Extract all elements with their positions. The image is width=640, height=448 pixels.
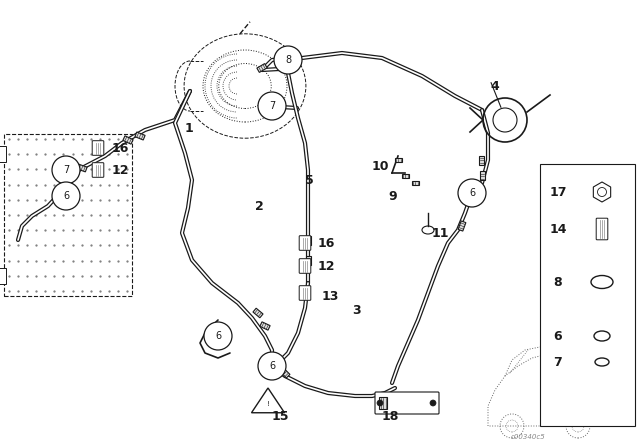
Bar — [280, 368, 290, 378]
Text: 12: 12 — [318, 259, 335, 272]
Circle shape — [258, 352, 286, 380]
Circle shape — [52, 182, 80, 210]
Circle shape — [204, 322, 232, 350]
Text: 16: 16 — [112, 142, 129, 155]
Bar — [412, 181, 419, 185]
Bar — [305, 255, 310, 264]
Text: 17: 17 — [549, 185, 567, 198]
Text: 4: 4 — [490, 79, 499, 92]
FancyBboxPatch shape — [92, 163, 104, 177]
Text: c00340c5: c00340c5 — [511, 434, 545, 440]
Bar — [257, 64, 267, 73]
Text: 18: 18 — [382, 409, 399, 422]
FancyBboxPatch shape — [300, 236, 311, 250]
Circle shape — [52, 156, 80, 184]
Bar — [394, 158, 401, 162]
Bar — [77, 164, 87, 172]
Text: 16: 16 — [318, 237, 335, 250]
FancyBboxPatch shape — [375, 392, 439, 414]
Text: 9: 9 — [388, 190, 397, 202]
Text: 10: 10 — [372, 159, 390, 172]
Circle shape — [258, 92, 286, 120]
Bar — [479, 172, 484, 181]
Text: 7: 7 — [63, 165, 69, 175]
Text: 14: 14 — [549, 223, 567, 236]
Bar — [401, 174, 408, 178]
Bar — [0, 268, 6, 284]
FancyBboxPatch shape — [92, 141, 104, 155]
Bar — [305, 236, 310, 245]
Polygon shape — [252, 388, 285, 413]
Text: 6: 6 — [469, 188, 475, 198]
Text: 6: 6 — [63, 191, 69, 201]
Bar — [135, 132, 145, 140]
Text: 8: 8 — [285, 55, 291, 65]
Bar — [260, 322, 270, 330]
Bar — [0, 146, 6, 162]
FancyBboxPatch shape — [596, 218, 608, 240]
Text: 11: 11 — [432, 227, 449, 240]
Text: 1: 1 — [185, 121, 194, 134]
Text: 6: 6 — [269, 361, 275, 371]
FancyBboxPatch shape — [300, 258, 311, 273]
Text: 12: 12 — [112, 164, 129, 177]
Text: 3: 3 — [352, 303, 360, 316]
Circle shape — [430, 400, 436, 406]
Bar — [540, 164, 635, 426]
Text: 15: 15 — [272, 409, 289, 422]
Text: 7: 7 — [269, 101, 275, 111]
Text: 2: 2 — [255, 199, 264, 212]
Bar — [123, 136, 133, 144]
Text: 5: 5 — [305, 173, 314, 186]
Text: 6: 6 — [554, 329, 563, 343]
Bar — [479, 155, 484, 164]
Text: 6: 6 — [215, 331, 221, 341]
Text: 7: 7 — [554, 356, 563, 369]
Bar — [4, 134, 132, 296]
Circle shape — [458, 179, 486, 207]
Circle shape — [274, 46, 302, 74]
Text: 8: 8 — [554, 276, 563, 289]
Bar — [260, 100, 270, 108]
Bar — [63, 177, 73, 183]
FancyBboxPatch shape — [300, 286, 311, 300]
Circle shape — [377, 400, 383, 406]
Bar — [458, 221, 466, 231]
Text: !: ! — [267, 401, 269, 407]
Bar — [379, 397, 387, 409]
Text: 13: 13 — [322, 289, 339, 302]
Bar — [253, 308, 263, 318]
